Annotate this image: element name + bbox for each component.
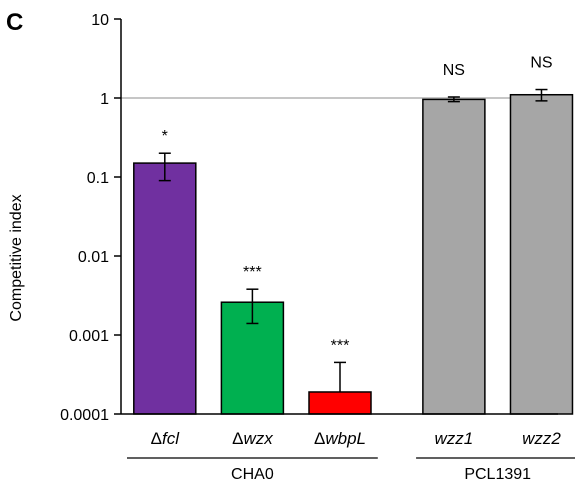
y-tick-label: 10 bbox=[91, 12, 109, 29]
significance-label-wzx: *** bbox=[243, 264, 262, 281]
group-labels: CHA0 PCL1391 bbox=[127, 457, 575, 483]
panel-label: C bbox=[6, 9, 23, 36]
bars-layer: *******NS NS bbox=[133, 55, 574, 415]
bar-wzz1 bbox=[422, 98, 486, 415]
significance-label-fcl: * bbox=[162, 128, 168, 145]
category-labels: Δfcl Δwzx ΔwbpL wzz1 wzz2 bbox=[151, 429, 562, 448]
bar-wbpL bbox=[308, 391, 372, 415]
category-label-wzx: Δwzx bbox=[232, 429, 273, 448]
category-label-fcl: Δfcl bbox=[151, 429, 181, 448]
group-label-CHA0: CHA0 bbox=[231, 466, 274, 483]
significance-label-wzz2: NS bbox=[530, 55, 552, 72]
group-label-PCL1391: PCL1391 bbox=[464, 466, 531, 483]
category-label-wbpL: ΔwbpL bbox=[314, 429, 366, 448]
y-tick-label: 1 bbox=[100, 91, 109, 108]
significance-label-wbpL: *** bbox=[331, 337, 350, 354]
bar-fcl bbox=[133, 162, 197, 415]
y-tick-label: 0.1 bbox=[87, 170, 109, 187]
y-tick-label: 0.01 bbox=[78, 249, 109, 266]
y-ticks: 10 1 0.1 0.01 0.001 0.0001 bbox=[60, 12, 121, 424]
y-tick-label: 0.001 bbox=[69, 328, 109, 345]
category-label-wzz2: wzz2 bbox=[522, 429, 561, 448]
y-axis-title: Competitive index bbox=[8, 194, 25, 321]
significance-label-wzz1: NS bbox=[443, 62, 465, 79]
y-tick-label: 0.0001 bbox=[60, 407, 109, 424]
bar-wzz2 bbox=[509, 93, 574, 415]
category-label-wzz1: wzz1 bbox=[435, 429, 474, 448]
